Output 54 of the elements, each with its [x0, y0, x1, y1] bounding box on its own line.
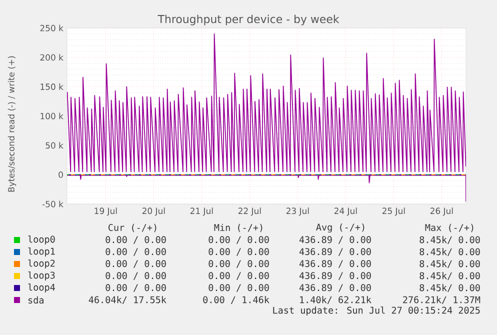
- y-tick-label: 100 k: [40, 112, 64, 120]
- y-axis-title: Bytes/second read (-) / write (+): [8, 56, 16, 192]
- text: 0.00 / 0.00: [208, 272, 269, 280]
- text: 8.45k/ 0.00: [420, 272, 480, 280]
- y-tick-label: 200 k: [40, 54, 64, 61]
- text: 0.00 / 0.00: [208, 260, 269, 268]
- text: Min (-/+): [214, 224, 262, 232]
- text: 436.89 / 0.00: [299, 236, 371, 244]
- text: 8.45k/ 0.00: [420, 248, 480, 256]
- text: 436.89 / 0.00: [299, 248, 371, 256]
- legend-label: loop1: [28, 247, 55, 256]
- text: 46.04k/ 17.55k: [88, 296, 166, 304]
- text: Avg (-/+): [316, 223, 364, 233]
- text: 0.00 / 0.00: [106, 272, 166, 280]
- text: 436.89 / 0.00: [299, 272, 371, 280]
- x-tick-label: 20 Jul: [142, 208, 165, 216]
- x-tick-label: 22 Jul: [238, 208, 261, 216]
- legend-label: loop4: [28, 283, 55, 292]
- x-tick-label: 26 Jul: [430, 208, 453, 216]
- text: 0.00 / 0.00: [208, 248, 269, 256]
- x-tick-label: 25 Jul: [382, 208, 405, 216]
- text: Last update: Sun Jul 27 00:15:24 2025: [273, 306, 480, 316]
- x-tick-label: 21 Jul: [190, 208, 213, 216]
- x-tick-label: 23 Jul: [286, 208, 309, 216]
- text: 0.00 / 0.00: [106, 260, 166, 268]
- line-series: [67, 33, 466, 172]
- legend-label: sda: [28, 296, 44, 304]
- legend-label: loop2: [28, 259, 55, 268]
- text: 8.45k/ 0.00: [420, 284, 480, 292]
- y-tick-label: 150 k: [40, 83, 64, 90]
- y-tick-label: 250 k: [40, 24, 64, 32]
- text: 436.89 / 0.00: [299, 284, 371, 292]
- legend-label: loop3: [28, 271, 55, 280]
- y-tick-label: 50 k: [46, 142, 64, 149]
- y-tick-label: -50 k: [42, 200, 64, 208]
- text: 1.40k/ 62.21k: [300, 296, 372, 304]
- x-tick-label: 19 Jul: [94, 208, 117, 216]
- text: 436.89 / 0.00: [299, 260, 371, 268]
- text: 0.00 / 0.00: [106, 236, 166, 244]
- text: 0.00 / 0.00: [208, 284, 269, 292]
- text: 276.21k/ 1.37M: [403, 296, 480, 304]
- legend-label: loop0: [28, 235, 55, 244]
- y-tick-label: 0: [58, 171, 63, 178]
- x-tick-label: 24 Jul: [334, 208, 357, 216]
- text: 0.00 / 1.46k: [203, 296, 270, 304]
- text: 0.00 / 0.00: [106, 284, 166, 292]
- chart-title: Throughput per device - by week: [158, 14, 340, 26]
- line-series: [67, 174, 466, 202]
- text: 8.45k/ 0.00: [420, 260, 480, 268]
- text: 8.45k/ 0.00: [420, 236, 480, 244]
- text: Cur (-/+): [108, 224, 156, 232]
- text: Max (-/+): [425, 224, 474, 232]
- text: 0.00 / 0.00: [106, 248, 166, 256]
- text: 0.00 / 0.00: [208, 236, 269, 244]
